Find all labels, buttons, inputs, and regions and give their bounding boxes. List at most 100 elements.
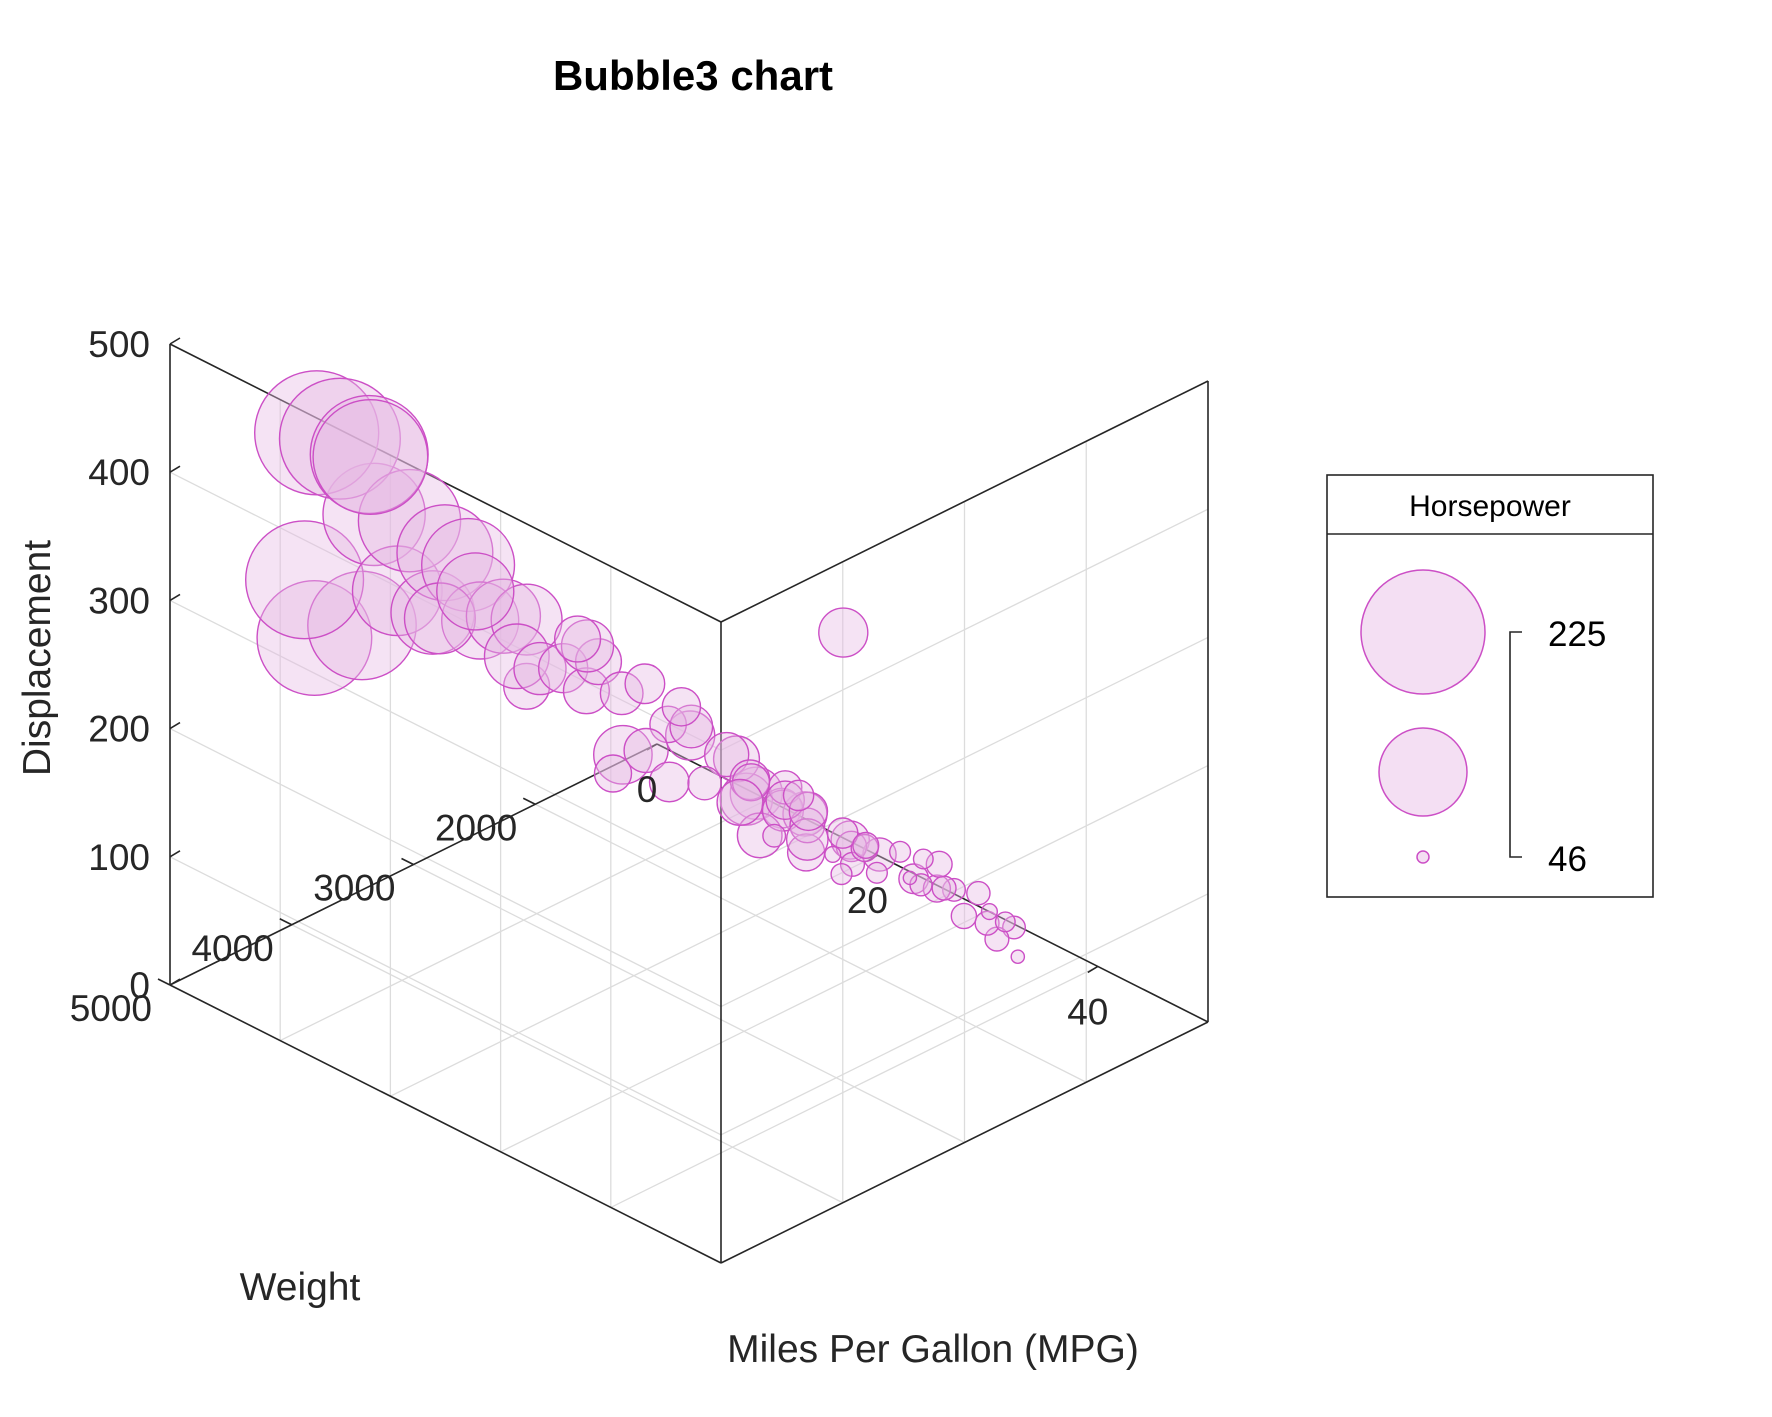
bubble-marker	[922, 874, 952, 903]
bubble-marker	[278, 377, 402, 500]
legend: Horsepower 225 46	[1326, 474, 1654, 898]
z-tick-mark	[169, 337, 181, 345]
bubble-marker	[403, 582, 477, 655]
y-axis-label: Weight	[240, 1266, 361, 1309]
bubble-marker	[687, 765, 722, 801]
grid-line-floor-y	[534, 803, 1087, 1083]
bubble-marker	[490, 583, 563, 656]
legend-bracket	[1509, 631, 1522, 858]
bubble-marker	[307, 570, 417, 681]
bubble-marker	[788, 791, 829, 832]
bubble-marker	[704, 731, 750, 778]
bubble-marker	[421, 517, 516, 613]
bubble-marker	[716, 778, 764, 826]
bubble-marker	[312, 399, 429, 516]
legend-bubble-medium	[1378, 727, 1468, 817]
bubble-marker	[465, 578, 542, 654]
bubble-marker	[785, 818, 829, 861]
z-tick-mark	[169, 721, 181, 730]
axis-edge	[169, 984, 722, 1264]
bubble-marker	[830, 820, 871, 860]
legend-bubble-small	[1416, 850, 1430, 864]
bubble-marker	[994, 911, 1016, 933]
grid-line-side-wall-z	[720, 893, 1209, 1136]
bubble-marker	[818, 607, 869, 658]
z-tick-mark	[169, 465, 181, 473]
z-tick-label: 200	[88, 709, 150, 750]
grid-line-side-wall-z	[720, 508, 1209, 751]
x-tick-mark	[1087, 965, 1099, 974]
legend-max-label: 225	[1548, 615, 1606, 654]
z-tick-mark	[169, 593, 181, 602]
y-tick-label: 5000	[70, 988, 152, 1029]
axis-edge	[169, 343, 722, 623]
bubble-marker	[441, 581, 520, 660]
bubble-marker	[912, 848, 934, 870]
axis-edge	[720, 380, 1209, 623]
bubble-marker	[562, 667, 610, 715]
bubble-marker	[762, 823, 787, 848]
bubble-marker	[436, 552, 515, 631]
axis-box	[157, 337, 1209, 1264]
bubble-marker	[782, 779, 815, 812]
bubble-marker	[245, 520, 365, 640]
grid-line-back-wall-z	[169, 856, 722, 1136]
bubble-marker	[669, 704, 714, 749]
legend-box	[1326, 474, 1654, 898]
x-tick-label: 20	[847, 880, 888, 921]
bubble-marker	[1010, 949, 1026, 965]
y-tick-label: 3000	[313, 868, 395, 909]
bubble-marker	[824, 845, 842, 864]
bubble-marker	[852, 831, 880, 859]
x-tick-label: 0	[637, 769, 658, 810]
z-tick-label: 0	[129, 965, 150, 1006]
grid-line-back-wall-z	[169, 471, 722, 751]
y-tick-label: 4000	[191, 928, 273, 969]
bubble-marker	[648, 761, 690, 803]
bubble-marker	[830, 862, 853, 886]
y-tick-mark	[522, 797, 536, 805]
x-axis-label: Miles Per Gallon (MPG)	[727, 1328, 1139, 1371]
y-tick-mark	[279, 918, 293, 926]
z-tick-mark	[169, 978, 181, 986]
bubble-marker	[966, 880, 991, 906]
chart-title: Bubble3 chart	[553, 52, 833, 99]
bubble-marker	[980, 902, 999, 921]
bubble-markers	[245, 370, 1027, 965]
legend-bubble-large	[1360, 569, 1486, 695]
legend-title: Horsepower	[1409, 490, 1571, 523]
bubble-marker	[826, 817, 859, 849]
grid-line-back-wall-z	[169, 728, 722, 1008]
bubble-marker	[593, 724, 653, 785]
bubble-marker	[974, 910, 1000, 936]
bubble-marker	[902, 870, 918, 886]
grid-line-side-wall-z	[720, 636, 1209, 879]
z-tick-label: 400	[88, 452, 150, 493]
grid-line-back-wall-z	[169, 599, 722, 879]
x-tick-label: 40	[1067, 991, 1108, 1032]
tick-labels: 0 20 40 5000 4000 3000 2000 0 100 200 300 400 500	[70, 324, 1109, 1032]
z-tick-mark	[169, 850, 181, 858]
bubble-marker	[624, 663, 666, 705]
bubble-marker	[513, 641, 567, 696]
z-tick-label: 500	[88, 324, 150, 365]
bubble-marker	[931, 875, 957, 901]
bubble-marker	[623, 727, 669, 774]
y-tick-mark	[157, 978, 171, 986]
grid-line-floor-y	[291, 924, 844, 1204]
bubble-marker	[862, 837, 897, 872]
y-tick-mark	[401, 857, 414, 866]
z-tick-label: 100	[88, 837, 150, 878]
bubble-marker	[560, 619, 615, 673]
z-axis-label: Displacement	[16, 540, 59, 776]
x-tick-mark	[646, 743, 658, 751]
bubble-marker	[396, 504, 494, 602]
y-tick-label: 2000	[435, 807, 517, 848]
bubble-marker	[599, 671, 644, 716]
grid-line-floor-y	[413, 863, 965, 1144]
bubble-marker	[553, 615, 602, 663]
z-tick-label: 300	[88, 580, 150, 621]
legend-min-label: 46	[1548, 840, 1587, 879]
bubble-marker	[865, 861, 888, 884]
